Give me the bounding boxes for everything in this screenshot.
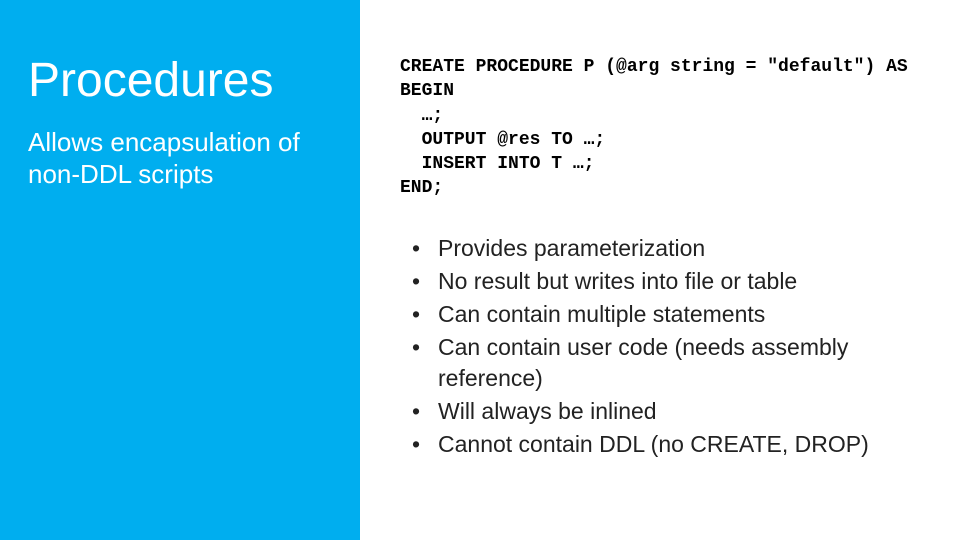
code-line: …; — [400, 106, 443, 126]
slide-title: Procedures — [28, 55, 332, 108]
bullet-item: Can contain user code (needs assembly re… — [412, 332, 930, 394]
code-line: END; — [400, 178, 443, 198]
slide-subtitle: Allows encapsulation of non-DDL scripts — [28, 126, 332, 191]
bullet-item: Cannot contain DDL (no CREATE, DROP) — [412, 429, 930, 460]
bullet-item: No result but writes into file or table — [412, 266, 930, 297]
bullet-item: Provides parameterization — [412, 233, 930, 264]
code-block: CREATE PROCEDURE P (@arg string = "defau… — [400, 55, 930, 201]
code-line: OUTPUT @res TO …; — [400, 130, 605, 150]
code-line: CREATE PROCEDURE P (@arg string = "defau… — [400, 57, 908, 77]
sidebar-panel: Procedures Allows encapsulation of non-D… — [0, 0, 360, 540]
code-line: INSERT INTO T …; — [400, 154, 594, 174]
bullet-item: Can contain multiple statements — [412, 299, 930, 330]
main-panel: CREATE PROCEDURE P (@arg string = "defau… — [360, 0, 960, 540]
bullet-list: Provides parameterization No result but … — [400, 233, 930, 460]
bullet-item: Will always be inlined — [412, 396, 930, 427]
code-line: BEGIN — [400, 81, 454, 101]
